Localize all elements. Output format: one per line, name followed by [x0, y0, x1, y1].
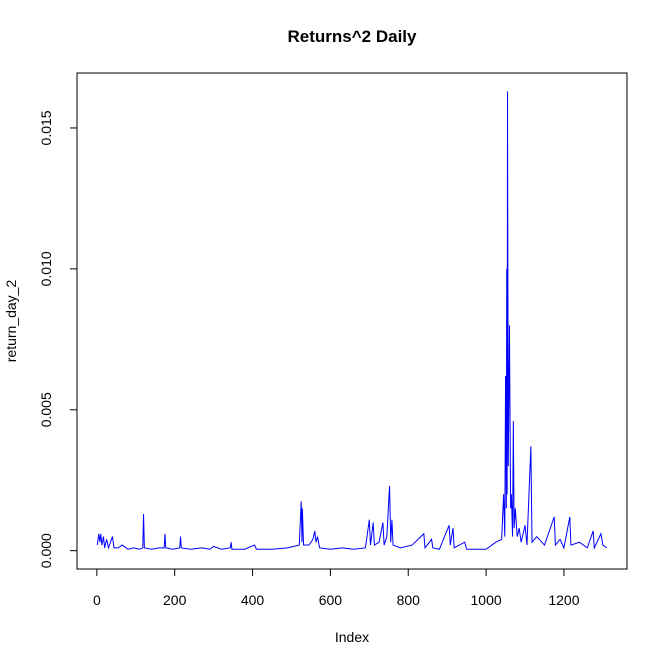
y-tick-label: 0.000: [38, 533, 54, 568]
y-tick-label: 0.010: [38, 251, 54, 286]
y-axis-label: return_day_2: [3, 280, 19, 363]
x-tick-label: 1000: [471, 592, 502, 608]
y-tick-label: 0.005: [38, 392, 54, 427]
x-axis-label: Index: [335, 629, 369, 645]
x-tick-label: 400: [241, 592, 265, 608]
y-tick-label: 0.015: [38, 110, 54, 145]
chart-title: Returns^2 Daily: [288, 27, 418, 46]
plot-box: [76, 72, 628, 570]
x-tick-label: 1200: [548, 592, 579, 608]
x-tick-label: 600: [319, 592, 343, 608]
x-tick-label: 800: [397, 592, 421, 608]
x-tick-label: 0: [93, 592, 101, 608]
data-line: [96, 91, 608, 550]
x-tick-label: 200: [163, 592, 187, 608]
